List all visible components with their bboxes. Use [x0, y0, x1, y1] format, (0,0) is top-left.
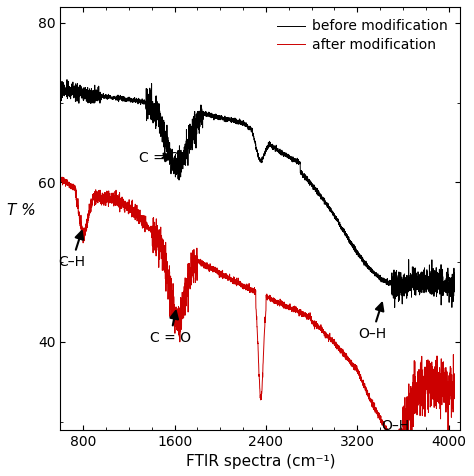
- before modification: [245, 123, 251, 129]
- after modification: [245, 286, 250, 292]
- Text: C–H: C–H: [58, 231, 85, 269]
- before modification: [392, 305, 398, 310]
- after modification: [439, 385, 445, 391]
- Text: C = O: C = O: [150, 311, 191, 345]
- Legend: before modification, after modification: before modification, after modification: [272, 14, 453, 57]
- Text: C = O: C = O: [139, 151, 180, 166]
- Line: after modification: after modification: [61, 177, 455, 455]
- before modification: [227, 116, 232, 121]
- before modification: [452, 289, 457, 295]
- Text: O–H: O–H: [381, 418, 409, 433]
- after modification: [420, 393, 426, 398]
- before modification: [439, 283, 445, 289]
- before modification: [344, 231, 349, 237]
- Line: before modification: before modification: [61, 79, 455, 307]
- X-axis label: FTIR spectra (cm⁻¹): FTIR spectra (cm⁻¹): [185, 454, 335, 469]
- before modification: [223, 117, 229, 122]
- after modification: [401, 452, 407, 457]
- Text: O–H: O–H: [358, 303, 386, 341]
- after modification: [223, 275, 229, 280]
- before modification: [64, 77, 70, 82]
- after modification: [58, 174, 64, 180]
- after modification: [452, 381, 457, 387]
- after modification: [344, 354, 349, 359]
- after modification: [226, 275, 232, 281]
- before modification: [58, 95, 64, 100]
- Y-axis label: T %: T %: [7, 203, 36, 218]
- before modification: [420, 286, 426, 292]
